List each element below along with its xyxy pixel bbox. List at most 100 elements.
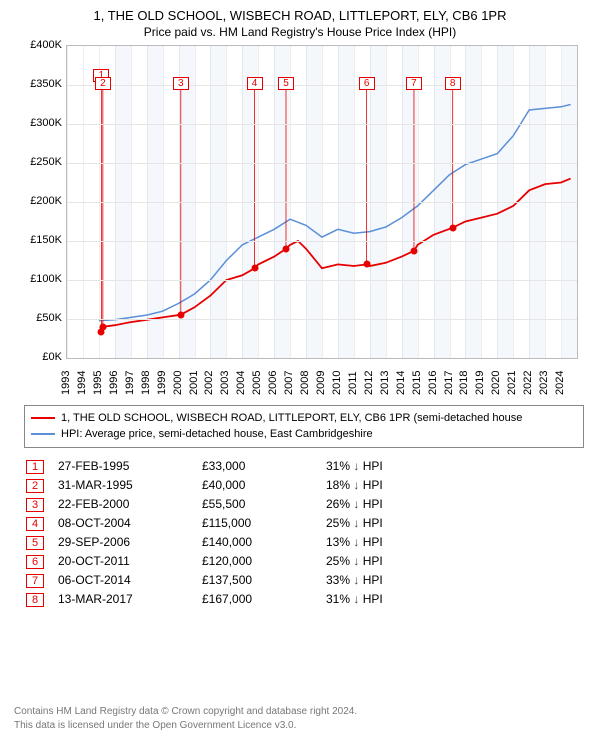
x-axis-label: 2006 (267, 361, 279, 395)
x-axis-label: 2001 (188, 361, 200, 395)
x-axis-label: 2020 (490, 361, 502, 395)
sale-marker (177, 311, 184, 318)
x-axis-label: 2022 (522, 361, 534, 395)
x-axis-label: 1995 (92, 361, 104, 395)
y-axis-label: £300K (22, 117, 62, 129)
sale-price: £115,000 (202, 515, 324, 532)
y-axis-label: £400K (22, 39, 62, 51)
sale-marker (99, 323, 106, 330)
x-axis-label: 1999 (156, 361, 168, 395)
footer-line2: This data is licensed under the Open Gov… (14, 719, 357, 733)
sale-price: £137,500 (202, 572, 324, 589)
sale-badge: 8 (445, 77, 461, 90)
x-axis-label: 2002 (203, 361, 215, 395)
sale-badge: 2 (95, 77, 111, 90)
legend-label-hpi: HPI: Average price, semi-detached house,… (61, 428, 373, 440)
plot-area: 12345678 (66, 45, 578, 359)
x-axis-label: 1998 (140, 361, 152, 395)
sale-number: 2 (26, 479, 44, 493)
x-axis-label: 2007 (283, 361, 295, 395)
x-axis-label: 2017 (443, 361, 455, 395)
sale-price: £33,000 (202, 458, 324, 475)
sale-date: 06-OCT-2014 (58, 572, 200, 589)
chart-area: £0K£50K£100K£150K£200K£250K£300K£350K£40… (22, 45, 578, 397)
x-axis-label: 2012 (363, 361, 375, 395)
x-axis-label: 1994 (76, 361, 88, 395)
sale-badge: 3 (173, 77, 189, 90)
sale-date: 29-SEP-2006 (58, 534, 200, 551)
sale-badge: 5 (278, 77, 294, 90)
x-axis-label: 1997 (124, 361, 136, 395)
sale-price: £55,500 (202, 496, 324, 513)
x-axis-label: 2011 (347, 361, 359, 395)
sale-pct: 33% ↓ HPI (326, 572, 395, 589)
legend-swatch-price (31, 417, 55, 419)
sale-badge: 7 (406, 77, 422, 90)
x-axis-label: 2004 (235, 361, 247, 395)
y-axis-label: £0K (22, 351, 62, 363)
table-row: 620-OCT-2011£120,00025% ↓ HPI (26, 553, 395, 570)
sale-badge: 4 (247, 77, 263, 90)
x-axis-label: 2008 (299, 361, 311, 395)
table-row: 8 13-MAR-2017£167,00031% ↓ HPI (26, 591, 395, 608)
sales-table: 127-FEB-1995£33,00031% ↓ HPI231-MAR-1995… (24, 456, 397, 610)
sale-number: 1 (26, 460, 44, 474)
sale-price: £167,000 (202, 591, 324, 608)
sale-date: 08-OCT-2004 (58, 515, 200, 532)
sale-number: 7 (26, 574, 44, 588)
chart-title-line2: Price paid vs. HM Land Registry's House … (10, 25, 590, 39)
sale-pct: 18% ↓ HPI (326, 477, 395, 494)
x-axis-label: 1993 (60, 361, 72, 395)
sale-marker (282, 245, 289, 252)
table-row: 2 31-MAR-1995£40,00018% ↓ HPI (26, 477, 395, 494)
sale-number: 6 (26, 555, 44, 569)
x-axis-label: 2014 (395, 361, 407, 395)
x-axis-label: 2010 (331, 361, 343, 395)
x-axis-label: 2005 (251, 361, 263, 395)
x-axis-label: 2016 (427, 361, 439, 395)
x-axis-label: 2013 (379, 361, 391, 395)
y-axis-label: £250K (22, 156, 62, 168)
sale-number: 3 (26, 498, 44, 512)
table-row: 4 08-OCT-2004£115,00025% ↓ HPI (26, 515, 395, 532)
sale-price: £40,000 (202, 477, 324, 494)
footer-line1: Contains HM Land Registry data © Crown c… (14, 705, 357, 719)
sale-price: £120,000 (202, 553, 324, 570)
table-row: 1 27-FEB-1995£33,00031% ↓ HPI (26, 458, 395, 475)
sale-date: 13-MAR-2017 (58, 591, 200, 608)
sale-marker (410, 247, 417, 254)
sale-pct: 25% ↓ HPI (326, 553, 395, 570)
y-axis-label: £200K (22, 195, 62, 207)
sale-number: 8 (26, 593, 44, 607)
x-axis-label: 2021 (506, 361, 518, 395)
y-axis-label: £350K (22, 78, 62, 90)
sale-badge: 6 (359, 77, 375, 90)
x-axis-label: 2019 (474, 361, 486, 395)
legend-box: 1, THE OLD SCHOOL, WISBECH ROAD, LITTLEP… (24, 405, 584, 448)
sale-price: £140,000 (202, 534, 324, 551)
sale-number: 4 (26, 517, 44, 531)
table-row: 7 06-OCT-2014£137,50033% ↓ HPI (26, 572, 395, 589)
footer-text: Contains HM Land Registry data © Crown c… (14, 705, 357, 732)
x-axis-label: 2015 (411, 361, 423, 395)
table-row: 322-FEB-2000£55,50026% ↓ HPI (26, 496, 395, 513)
sale-pct: 31% ↓ HPI (326, 458, 395, 475)
y-axis-label: £50K (22, 312, 62, 324)
sale-date: 31-MAR-1995 (58, 477, 200, 494)
x-axis-label: 1996 (108, 361, 120, 395)
sale-pct: 25% ↓ HPI (326, 515, 395, 532)
sale-marker (251, 265, 258, 272)
chart-title-line1: 1, THE OLD SCHOOL, WISBECH ROAD, LITTLEP… (10, 8, 590, 25)
x-axis-label: 2023 (538, 361, 550, 395)
legend-swatch-hpi (31, 433, 55, 435)
x-axis-label: 2018 (458, 361, 470, 395)
sale-pct: 13% ↓ HPI (326, 534, 395, 551)
sale-pct: 31% ↓ HPI (326, 591, 395, 608)
y-axis-label: £150K (22, 234, 62, 246)
x-axis-label: 2009 (315, 361, 327, 395)
sale-date: 27-FEB-1995 (58, 458, 200, 475)
x-axis-label: 2003 (219, 361, 231, 395)
sale-marker (449, 224, 456, 231)
sale-number: 5 (26, 536, 44, 550)
x-axis-label: 2024 (554, 361, 566, 395)
